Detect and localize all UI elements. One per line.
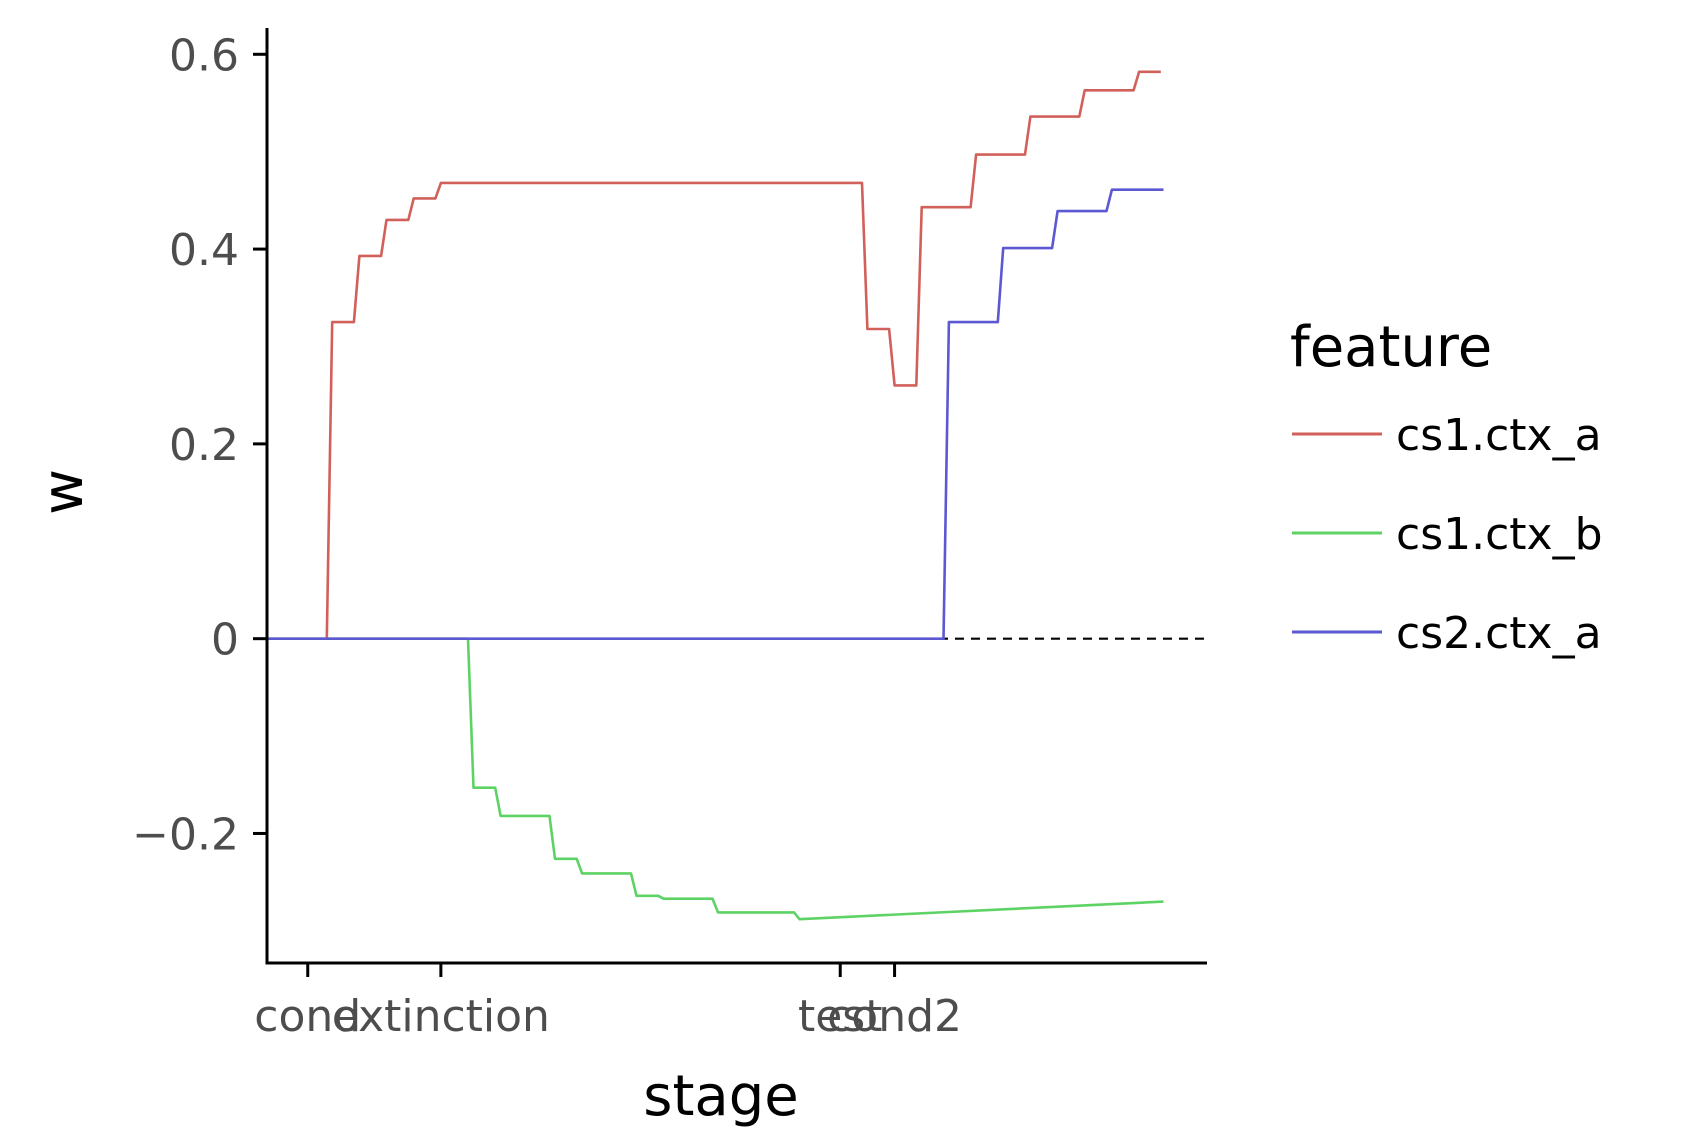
legend-label: cs2.ctx_a (1396, 608, 1602, 659)
y-tick-label: 0.4 (169, 225, 239, 276)
series-line-cs1-ctx-a (325, 70, 1161, 639)
series-layer (267, 70, 1164, 921)
legend-items: cs1.ctx_a cs1.ctx_b cs2.ctx_a (1292, 410, 1603, 659)
x-tick-label: cond2 (827, 991, 962, 1042)
y-axis-title: w (31, 469, 96, 515)
plot-area (267, 70, 1207, 921)
y-tick-label: −0.2 (132, 809, 239, 860)
y-tick-label: 0.2 (169, 420, 239, 471)
x-axis-title: stage (643, 1064, 798, 1129)
y-axis-ticks: 0.6 0.4 0.2 0 −0.2 (132, 30, 267, 860)
x-tick-label: extinction (332, 991, 550, 1042)
series-line-cs1-ctx-b (267, 637, 1164, 921)
y-tick-label: 0 (211, 615, 239, 666)
series-line-cs2-ctx-a (267, 188, 1164, 641)
y-tick-label: 0.6 (169, 30, 239, 81)
x-tick-label: cond (254, 991, 361, 1042)
legend-title: feature (1290, 315, 1492, 380)
legend-label: cs1.ctx_a (1396, 410, 1602, 461)
x-tick-label: test (798, 991, 883, 1042)
legend: feature cs1.ctx_a cs1.ctx_b cs2.ctx_a (1290, 315, 1603, 659)
legend-label: cs1.ctx_b (1396, 509, 1603, 560)
